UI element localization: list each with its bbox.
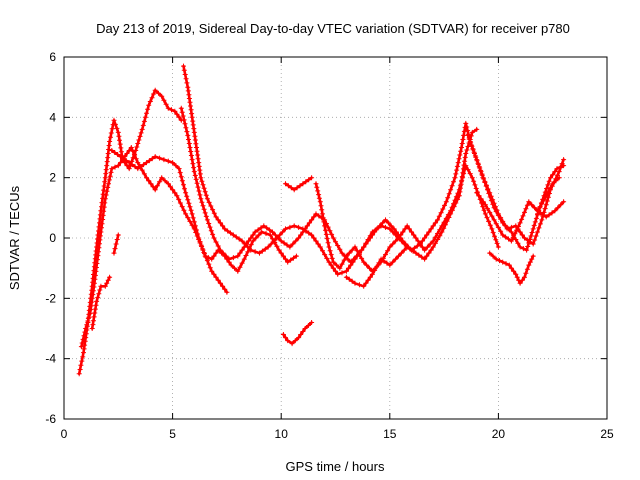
y-axis-label: SDTVAR / TECUs — [7, 185, 22, 290]
y-tick-label: 6 — [49, 50, 56, 64]
x-tick-label: 25 — [600, 427, 614, 441]
markers-track-8 — [283, 175, 315, 193]
markers-track-13 — [487, 250, 536, 286]
grid-layer — [64, 57, 607, 419]
y-tick-label: -2 — [45, 291, 56, 305]
x-tick-label: 5 — [169, 427, 176, 441]
y-tick-label: 4 — [49, 110, 56, 124]
series-layer — [76, 63, 567, 377]
markers-track-9 — [280, 320, 315, 347]
markers-track-10 — [313, 163, 501, 274]
markers-track-6 — [181, 63, 410, 277]
x-tick-label: 20 — [492, 427, 506, 441]
series-track-1 — [77, 88, 183, 376]
markers-track-4 — [111, 232, 121, 256]
x-axis-label: GPS time / hours — [286, 459, 385, 474]
markers-track-11 — [343, 126, 480, 289]
y-tick-label: 0 — [49, 231, 56, 245]
series-track-8 — [284, 176, 313, 191]
markers-track-15 — [474, 190, 567, 244]
tick-layer: 0 5 10 15 20 25 -6 -4 -2 0 2 4 6 — [45, 50, 614, 441]
markers-track-1 — [76, 87, 184, 377]
chart-title: Day 213 of 2019, Sidereal Day-to-day VTE… — [96, 21, 570, 36]
markers-track-3 — [89, 274, 113, 331]
x-tick-label: 10 — [275, 427, 289, 441]
markers-track-5 — [109, 148, 299, 274]
x-tick-label: 15 — [383, 427, 397, 441]
y-tick-label: -6 — [45, 412, 56, 426]
y-tick-label: -4 — [45, 352, 56, 366]
x-tick-label: 0 — [61, 427, 68, 441]
y-tick-label: 2 — [49, 171, 56, 185]
markers-track-2 — [78, 145, 230, 350]
